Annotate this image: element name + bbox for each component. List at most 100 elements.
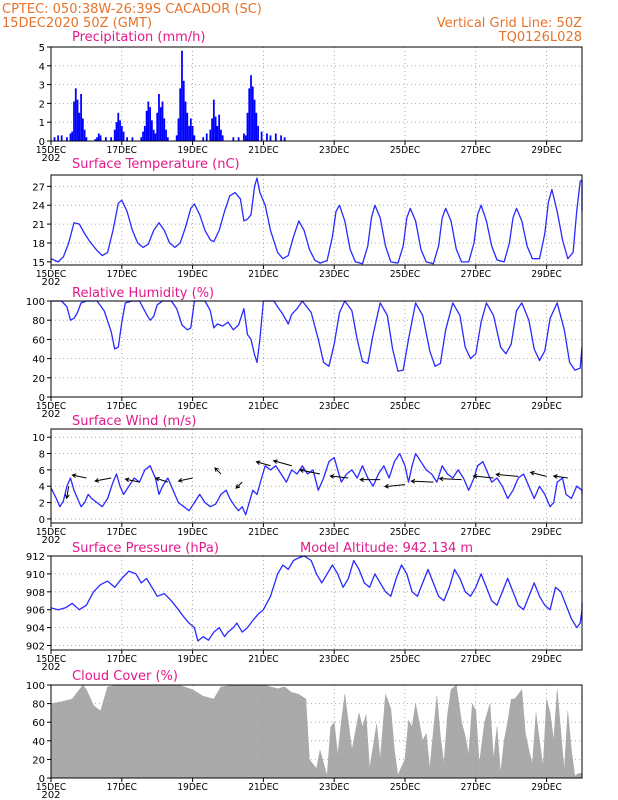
y-tick-label: 2 [39, 99, 45, 110]
precip-bar [218, 114, 221, 141]
wind-arrow [214, 467, 222, 475]
wind-arrow [299, 468, 321, 475]
y-tick-label: 10 [32, 433, 45, 444]
precip-bar [104, 137, 107, 141]
precip-bar [69, 133, 72, 141]
wind-arrow [383, 483, 406, 489]
y-tick-label: 27 [32, 182, 45, 193]
y-tick-label: 0 [39, 515, 45, 526]
x-tick-label: 19DEC [177, 527, 207, 538]
x-tick-label: 21DEC [248, 654, 278, 665]
x-tick-label: 15DEC [36, 654, 66, 665]
x-tick-label: 27DEC [461, 782, 491, 793]
y-tick-label: 80 [32, 316, 45, 327]
precip-bar [122, 131, 125, 141]
x-tick-label: 27DEC [461, 654, 491, 665]
x-tick-label: 17DEC [107, 527, 137, 538]
precip-bar [78, 112, 81, 141]
precip-bar [211, 118, 213, 141]
y-tick-label: 6 [39, 466, 45, 477]
model-altitude-label: Model Altitude: 942.134 m [300, 541, 473, 556]
temperature-grid [50, 175, 582, 265]
x-year-label: 202 [41, 153, 60, 164]
x-tick-label: 21DEC [248, 401, 278, 412]
series-line [51, 300, 583, 372]
y-tick-label: 912 [26, 552, 45, 563]
precip-bar [166, 137, 169, 141]
pressure-y-ticks: 902 904 906 908 910 912 [26, 552, 51, 653]
wind-arrow [94, 477, 112, 483]
cloud-cover-x-ticks: 15DEC 17DEC 19DEC 21DEC 23DEC 25DEC 27DEC 29DEC… [36, 778, 562, 800]
panel-humidity: 0 20 40 60 80 100 15DEC 17DEC 19DEC 21DEC 23DEC 25… [26, 286, 583, 420]
precip-bar [152, 129, 155, 141]
wind-arrow [410, 478, 434, 484]
x-tick-label: 29DEC [531, 654, 561, 665]
y-tick-label: 8 [39, 450, 45, 461]
precip-bar [120, 125, 123, 141]
precip-bar [179, 88, 182, 141]
precip-bar [83, 129, 86, 141]
precip-bar [145, 110, 148, 141]
x-tick-label: 27DEC [461, 401, 491, 412]
x-year-label: 202 [41, 662, 60, 673]
precip-y-ticks: 0 1 2 3 4 5 [39, 43, 51, 148]
x-tick-label: 19DEC [177, 145, 207, 156]
wind-arrow [124, 477, 140, 483]
x-tick-label: 21DEC [248, 145, 278, 156]
x-tick-label: 17DEC [107, 782, 137, 793]
panel-precipitation: 0 1 2 3 4 5 15DEC 17DEC 19DEC 21DEC 23DEC 25DEC 27D… [36, 30, 583, 164]
precip-bar [76, 99, 79, 141]
x-tick-label: 29DEC [531, 401, 561, 412]
temperature-series [50, 177, 583, 265]
precip-bar [151, 120, 153, 141]
precip-bars [53, 50, 286, 142]
x-tick-label: 17DEC [107, 654, 137, 665]
precip-bar [232, 137, 235, 141]
precip-bar [237, 137, 240, 141]
x-tick-label: 29DEC [531, 145, 561, 156]
x-tick-label: 17DEC [107, 145, 137, 156]
series-line [50, 177, 583, 265]
precip-frame [50, 46, 583, 142]
x-tick-label: 15DEC [36, 527, 66, 538]
precip-bar [163, 118, 166, 141]
precip-bar [85, 137, 88, 141]
precip-bar [283, 137, 286, 141]
precip-bar [117, 112, 120, 141]
y-tick-label: 0 [39, 393, 45, 404]
precip-bar [184, 101, 187, 141]
precip-bar [81, 118, 84, 141]
precip-bar [66, 137, 68, 141]
y-tick-label: 100 [26, 297, 45, 308]
humidity-frame [50, 300, 583, 398]
precip-bar [80, 94, 82, 141]
wind-arrow [359, 477, 381, 483]
panel-cloud-cover: 0 20 40 60 80 100 15DEC 17DEC 19DEC 21DEC 23DEC 25… [26, 669, 583, 800]
x-tick-label: 27DEC [461, 145, 491, 156]
x-tick-label: 27DEC [461, 527, 491, 538]
y-tick-label: 906 [26, 606, 45, 617]
x-tick-label: 23DEC [319, 145, 349, 156]
x-tick-label: 17DEC [107, 269, 137, 280]
wind-arrow [472, 474, 494, 479]
x-tick-label: 21DEC [248, 527, 278, 538]
x-tick-label: 23DEC [319, 654, 349, 665]
x-year-label: 202 [41, 409, 60, 420]
cloud-cover-fill [50, 684, 583, 779]
precip-bar [250, 75, 252, 141]
x-tick-label: 25DEC [390, 401, 420, 412]
cloud-cover-frame [50, 684, 583, 779]
y-tick-label: 5 [39, 43, 45, 54]
precip-bar [119, 120, 121, 141]
precip-grid [50, 47, 582, 141]
precip-bar [193, 135, 196, 141]
y-tick-label: 0 [39, 137, 45, 148]
precip-bar [74, 88, 77, 141]
wind-arrow [177, 477, 193, 483]
y-tick-label: 910 [26, 570, 45, 581]
y-tick-label: 904 [26, 624, 45, 635]
header-grid-line: Vertical Grid Line: 50Z [437, 16, 582, 31]
x-tick-label: 15DEC [36, 145, 66, 156]
header-run-time: 15DEC2020 50Z (GMT) [2, 16, 152, 31]
x-tick-label: 25DEC [390, 145, 420, 156]
